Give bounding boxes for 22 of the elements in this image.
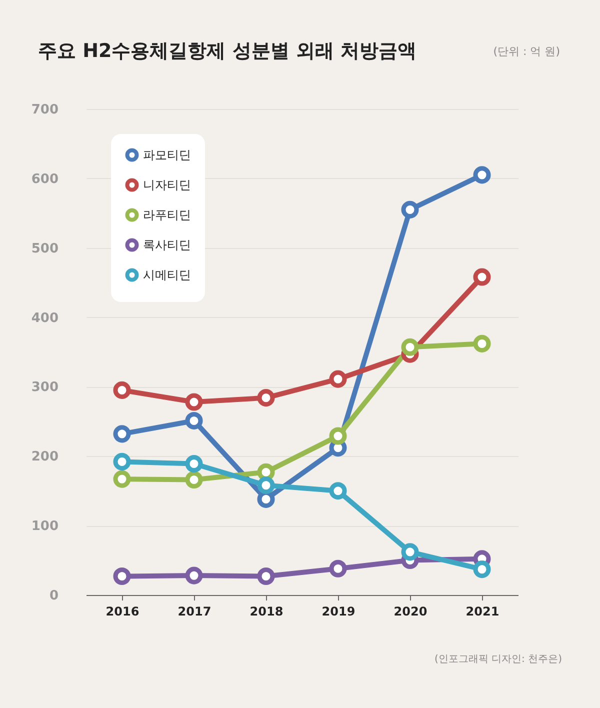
text: (인포그래픽 디자인: 천주은) <box>434 653 562 666</box>
y-tick-label: 100 <box>31 519 58 534</box>
y-tick-label: 400 <box>31 310 58 326</box>
y-tick-label: 300 <box>31 380 58 396</box>
x-tick-label: 2017 <box>178 604 212 618</box>
x-tick-label: 2021 <box>466 604 500 618</box>
legend-label: 니자티딘 <box>143 178 191 192</box>
y-tick-label: 600 <box>31 172 58 187</box>
x-tick-label: 2016 <box>106 604 140 618</box>
legend-label: 라푸티딘 <box>143 208 191 222</box>
x-tick-label: 2018 <box>250 604 284 618</box>
x-tick-label: 2020 <box>394 604 428 618</box>
legend-label: 파모티딘 <box>143 148 191 162</box>
x-tick-label: 2019 <box>322 604 356 618</box>
legend-label: 록사티딘 <box>143 238 191 252</box>
y-tick-label: 200 <box>31 450 58 465</box>
chart-title: 주요 H2수용체길항제 성분별 외래 처방금액 <box>38 39 417 64</box>
chart-subtitle: (단위 : 억 원) <box>493 44 560 59</box>
y-tick-label: 500 <box>31 241 58 256</box>
y-tick-label: 0 <box>49 588 58 604</box>
legend-label: 시메티딘 <box>143 268 191 282</box>
y-tick-label: 700 <box>31 102 58 118</box>
